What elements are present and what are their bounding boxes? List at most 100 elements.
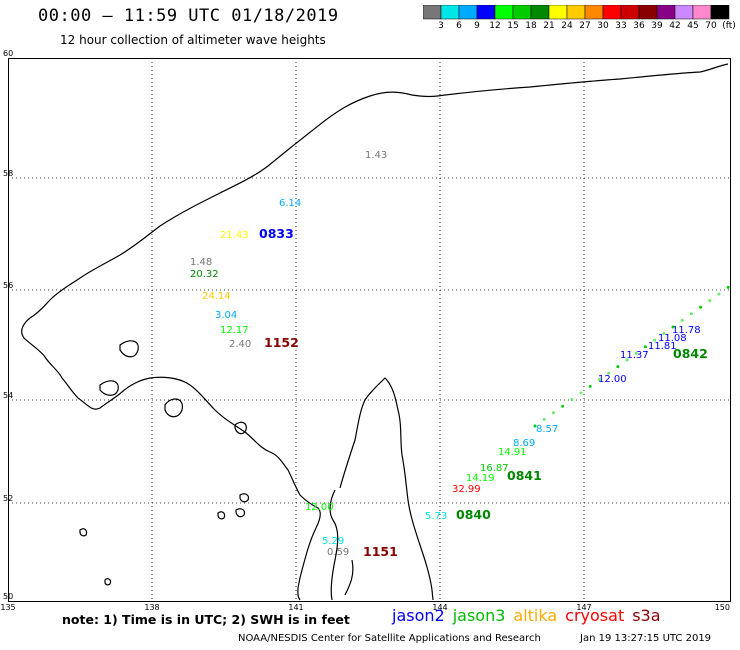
legend-item-s3a: s3a bbox=[632, 606, 661, 625]
lat-tick-label: 60 bbox=[3, 49, 13, 58]
colorbar-label: 24 bbox=[561, 21, 573, 31]
wave-height-label: 16.87 bbox=[480, 463, 509, 474]
wave-height-label: 1.43 bbox=[365, 150, 387, 161]
wave-height-label: 5.73 bbox=[425, 511, 447, 522]
colorbar-label: 12 bbox=[489, 21, 501, 31]
wave-height-label: 1.48 bbox=[190, 257, 212, 268]
lat-tick-label: 56 bbox=[3, 281, 13, 290]
colorbar-swatch bbox=[710, 5, 730, 20]
colorbar-label: 70 bbox=[705, 21, 717, 31]
colorbar-label: (ft) bbox=[722, 21, 736, 31]
wave-height-label: 32.99 bbox=[452, 484, 481, 495]
pass-time-label: 0842 bbox=[673, 346, 708, 361]
legend-item-jason3: jason3 bbox=[452, 606, 506, 625]
track-dot bbox=[561, 404, 565, 408]
timestamp-text: Jan 19 13:27:15 UTC 2019 bbox=[580, 633, 712, 644]
wave-height-label: 11.37 bbox=[620, 350, 649, 361]
wave-height-label: 12.00 bbox=[598, 374, 627, 385]
lat-tick-label: 54 bbox=[3, 391, 13, 400]
track-dot bbox=[616, 365, 620, 369]
lon-tick-label: 147 bbox=[576, 603, 591, 612]
wave-height-label: 8.57 bbox=[536, 424, 558, 435]
wave-height-label: 11.08 bbox=[658, 333, 687, 344]
lat-tick-label: 50 bbox=[3, 592, 13, 601]
map-frame bbox=[8, 58, 731, 602]
colorbar-label: 9 bbox=[474, 21, 480, 31]
colorbar-label: 39 bbox=[651, 21, 663, 31]
legend-item-jason2: jason2 bbox=[392, 606, 445, 625]
track-dot bbox=[662, 332, 666, 336]
colorbar-label: 33 bbox=[615, 21, 627, 31]
wave-height-label: 24.14 bbox=[202, 291, 231, 302]
wave-height-label: 8.69 bbox=[513, 438, 535, 449]
track-dot bbox=[726, 285, 730, 289]
lon-tick-label: 150 bbox=[715, 603, 730, 612]
colorbar-label: 15 bbox=[507, 21, 519, 31]
colorbar-label: 21 bbox=[543, 21, 555, 31]
pass-time-label: 0833 bbox=[259, 226, 294, 241]
chart-title: 00:00 – 11:59 UTC 01/18/2019 bbox=[38, 6, 339, 26]
colorbar-label: 6 bbox=[456, 21, 462, 31]
track-dot bbox=[699, 305, 703, 309]
lat-tick-label: 52 bbox=[3, 494, 13, 503]
pass-time-label: 1152 bbox=[264, 335, 299, 350]
credit-text: NOAA/NESDIS Center for Satellite Applica… bbox=[238, 633, 541, 644]
track-dot bbox=[588, 384, 592, 388]
wave-height-label: 14.91 bbox=[498, 447, 527, 458]
wave-height-label: 14.19 bbox=[466, 473, 495, 484]
wave-height-label: 0.59 bbox=[327, 547, 349, 558]
chart-subtitle: 12 hour collection of altimeter wave hei… bbox=[60, 33, 326, 47]
wave-height-label: 20.32 bbox=[190, 269, 219, 280]
track-dot bbox=[634, 351, 638, 355]
colorbar-label: 27 bbox=[579, 21, 591, 31]
colorbar-label: 45 bbox=[687, 21, 699, 31]
wave-height-label: 12.17 bbox=[220, 325, 249, 336]
track-dot bbox=[717, 292, 721, 296]
lon-tick-label: 138 bbox=[144, 603, 159, 612]
colorbar-label: 30 bbox=[597, 21, 609, 31]
track-dot bbox=[653, 338, 657, 342]
track-dot bbox=[570, 398, 574, 402]
note-text: note: 1) Time is in UTC; 2) SWH is in fe… bbox=[62, 612, 350, 627]
colorbar bbox=[423, 5, 730, 20]
pass-time-label: 1151 bbox=[363, 544, 398, 559]
coastline bbox=[21, 63, 729, 601]
pass-time-label: 0841 bbox=[507, 468, 542, 483]
wave-height-label: 11.78 bbox=[672, 325, 701, 336]
track-dot bbox=[551, 411, 555, 415]
wave-height-label: 6.14 bbox=[279, 198, 301, 209]
track-dot bbox=[643, 345, 647, 349]
lon-tick-label: 141 bbox=[288, 603, 303, 612]
lat-tick-label: 58 bbox=[3, 169, 13, 178]
pass-time-label: 0840 bbox=[456, 507, 491, 522]
legend-item-altika: altika bbox=[513, 606, 558, 625]
wave-height-label: 2.40 bbox=[229, 339, 251, 350]
wave-height-label: 5.29 bbox=[322, 536, 344, 547]
track-dot bbox=[579, 391, 583, 395]
axis-tick-labels: 60 58 56 54 52 50 135 138 141 144 147 150 bbox=[0, 49, 730, 612]
satellite-legend: jason2 jason3 altika cryosat s3a bbox=[392, 606, 669, 625]
track-dot bbox=[689, 312, 693, 316]
wave-height-label: 21.43 bbox=[220, 230, 249, 241]
track-dot bbox=[597, 378, 601, 382]
gridlines bbox=[8, 58, 730, 601]
track-dot bbox=[680, 318, 684, 322]
track-dot bbox=[708, 299, 712, 303]
satellite-track bbox=[533, 285, 730, 428]
lon-tick-label: 135 bbox=[0, 603, 15, 612]
wave-height-label: 3.04 bbox=[215, 310, 237, 321]
lon-tick-label: 144 bbox=[432, 603, 447, 612]
wave-height-label: 11.81 bbox=[648, 341, 677, 352]
track-dot bbox=[671, 325, 675, 329]
track-dot bbox=[607, 371, 611, 375]
track-dot bbox=[625, 358, 629, 362]
colorbar-label: 42 bbox=[669, 21, 681, 31]
wave-height-label: 12.00 bbox=[305, 502, 334, 513]
colorbar-label: 18 bbox=[525, 21, 537, 31]
legend-item-cryosat: cryosat bbox=[565, 606, 625, 625]
colorbar-label: 3 bbox=[438, 21, 444, 31]
track-dot bbox=[533, 424, 537, 428]
colorbar-label: 36 bbox=[633, 21, 645, 31]
